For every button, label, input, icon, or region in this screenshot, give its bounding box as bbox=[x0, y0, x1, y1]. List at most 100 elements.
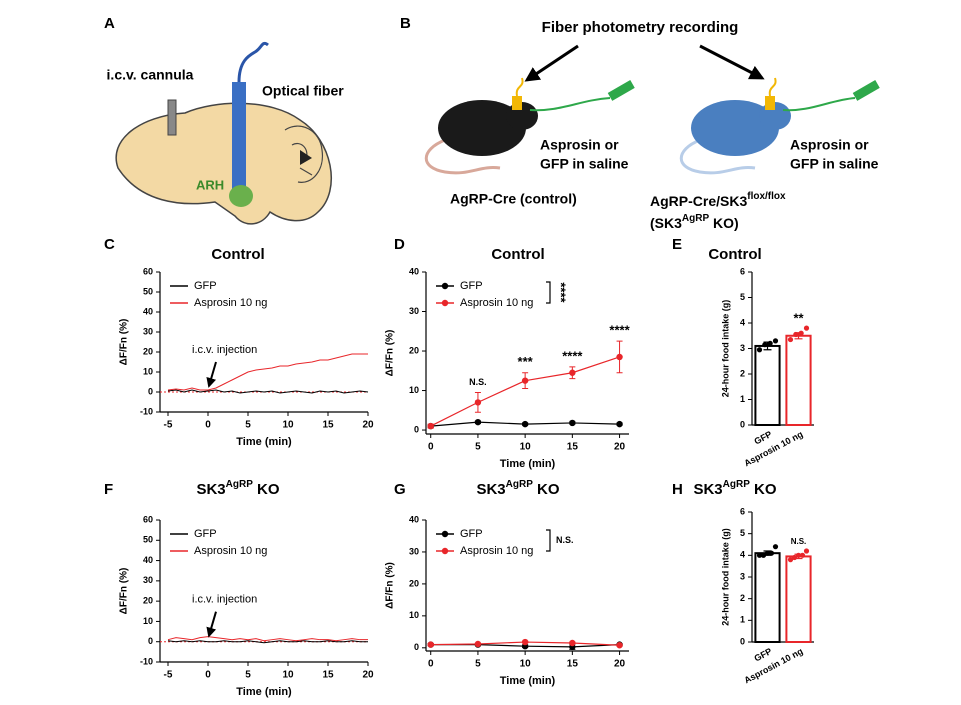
legend-label: Asprosin 10 ng bbox=[194, 297, 267, 309]
panel-label: B bbox=[400, 15, 411, 32]
data-point bbox=[616, 642, 623, 649]
fiber-cable bbox=[515, 77, 524, 97]
y-tick-label: 20 bbox=[409, 345, 419, 355]
y-tick-label: 5 bbox=[740, 292, 745, 302]
significance-label: ** bbox=[793, 311, 804, 326]
chart-title: SK3AgRP KO bbox=[476, 479, 559, 498]
title-text: SK3 bbox=[693, 481, 722, 498]
y-tick-label: 3 bbox=[740, 343, 745, 353]
data-point bbox=[756, 552, 763, 558]
y-tick-label: 10 bbox=[409, 385, 419, 395]
chart-title: SK3AgRP KO bbox=[196, 479, 279, 498]
y-axis-label: 24-hour food intake (g) bbox=[720, 528, 730, 626]
legend-marker bbox=[441, 299, 449, 307]
legend-label: GFP bbox=[194, 528, 217, 540]
data-point bbox=[764, 550, 771, 556]
x-tick-label: 5 bbox=[245, 420, 251, 431]
data-point bbox=[791, 554, 798, 561]
injection-label: Asprosin or bbox=[540, 137, 619, 153]
x-tick-label: Asprosin 10 ng bbox=[742, 646, 804, 685]
title-text: SK3 bbox=[196, 481, 225, 498]
ventricle bbox=[300, 150, 312, 165]
y-tick-label: 10 bbox=[409, 610, 419, 620]
legend-label: Asprosin 10 ng bbox=[194, 545, 267, 557]
annotation-arrow bbox=[206, 611, 217, 638]
x-axis-label: Time (min) bbox=[236, 436, 292, 448]
series-line bbox=[167, 353, 368, 391]
mouse bbox=[691, 100, 779, 156]
data-point bbox=[521, 377, 529, 384]
y-tick-label: 20 bbox=[409, 578, 419, 588]
x-tick-label: 5 bbox=[245, 670, 251, 681]
x-tick-label: 20 bbox=[614, 442, 626, 453]
x-axis-label: Time (min) bbox=[500, 458, 556, 470]
legend-label: GFP bbox=[460, 528, 483, 540]
x-tick-label: 0 bbox=[428, 442, 434, 453]
tail bbox=[424, 138, 501, 175]
y-tick-label: 3 bbox=[740, 571, 745, 581]
x-tick-label: 15 bbox=[322, 670, 334, 681]
x-tick-label: 20 bbox=[362, 670, 374, 681]
tube bbox=[529, 97, 611, 112]
y-tick-label: 50 bbox=[143, 535, 153, 545]
data-point bbox=[474, 399, 482, 406]
data-point bbox=[799, 552, 806, 558]
comparison-bracket bbox=[546, 529, 551, 552]
x-tick-label: -5 bbox=[164, 420, 173, 431]
data-point bbox=[427, 422, 434, 430]
cannula bbox=[167, 99, 177, 136]
y-tick-label: 0 bbox=[414, 424, 419, 434]
x-tick-label: 15 bbox=[567, 659, 579, 670]
legend-marker bbox=[441, 530, 449, 538]
y-tick-label: 4 bbox=[740, 317, 745, 327]
y-tick-label: 20 bbox=[143, 596, 153, 606]
injection-label: Asprosin or bbox=[790, 137, 869, 153]
data-point bbox=[798, 330, 804, 336]
y-tick-label: 6 bbox=[740, 506, 745, 516]
data-point bbox=[803, 548, 810, 554]
bar bbox=[785, 334, 812, 426]
group-label: (SK3AgRP KO) bbox=[650, 213, 739, 231]
x-tick-label: 0 bbox=[205, 420, 211, 431]
x-tick-label: 10 bbox=[282, 420, 294, 431]
legend-label: Asprosin 10 ng bbox=[460, 545, 533, 557]
panel-label: F bbox=[104, 481, 113, 498]
fiber-cable bbox=[237, 41, 269, 83]
chart-title: Control bbox=[708, 246, 761, 263]
annotation-arrow bbox=[206, 361, 217, 388]
y-tick-label: -10 bbox=[140, 656, 153, 666]
arrow bbox=[524, 44, 579, 82]
significance-label: N.S. bbox=[791, 537, 807, 546]
x-tick-label: 15 bbox=[567, 442, 579, 453]
y-axis-label: ΔF/Fn (%) bbox=[119, 319, 130, 366]
data-point bbox=[760, 552, 767, 558]
annotation: i.c.v. injection bbox=[192, 344, 257, 356]
x-tick-label: 15 bbox=[322, 420, 334, 431]
x-axis-label: Time (min) bbox=[236, 686, 292, 698]
x-tick-label: Asprosin 10 ng bbox=[742, 429, 804, 468]
group-label: AgRP-Cre (control) bbox=[450, 191, 577, 207]
title-sup: AgRP bbox=[723, 479, 751, 490]
panel-label: H bbox=[672, 481, 683, 498]
y-tick-label: 10 bbox=[143, 366, 153, 376]
x-tick-label: -5 bbox=[164, 670, 173, 681]
y-tick-label: 40 bbox=[143, 306, 153, 316]
chart-title: Control bbox=[211, 246, 264, 263]
panel-label: G bbox=[394, 481, 406, 498]
x-tick-label: 5 bbox=[475, 659, 481, 670]
significance-label: N.S. bbox=[469, 377, 487, 387]
y-tick-label: 40 bbox=[409, 266, 419, 276]
series-line bbox=[167, 640, 368, 644]
comparison-label: N.S. bbox=[556, 535, 574, 545]
y-tick-label: 40 bbox=[409, 514, 419, 524]
y-tick-label: 10 bbox=[143, 616, 153, 626]
y-tick-label: -10 bbox=[140, 406, 153, 416]
syringe bbox=[852, 80, 880, 101]
bar bbox=[785, 555, 812, 644]
y-tick-label: 1 bbox=[740, 615, 745, 625]
x-axis-label: Time (min) bbox=[500, 675, 556, 687]
x-tick-label: 10 bbox=[520, 659, 532, 670]
y-axis-label: 24-hour food intake (g) bbox=[720, 300, 730, 398]
mouse bbox=[438, 100, 526, 156]
